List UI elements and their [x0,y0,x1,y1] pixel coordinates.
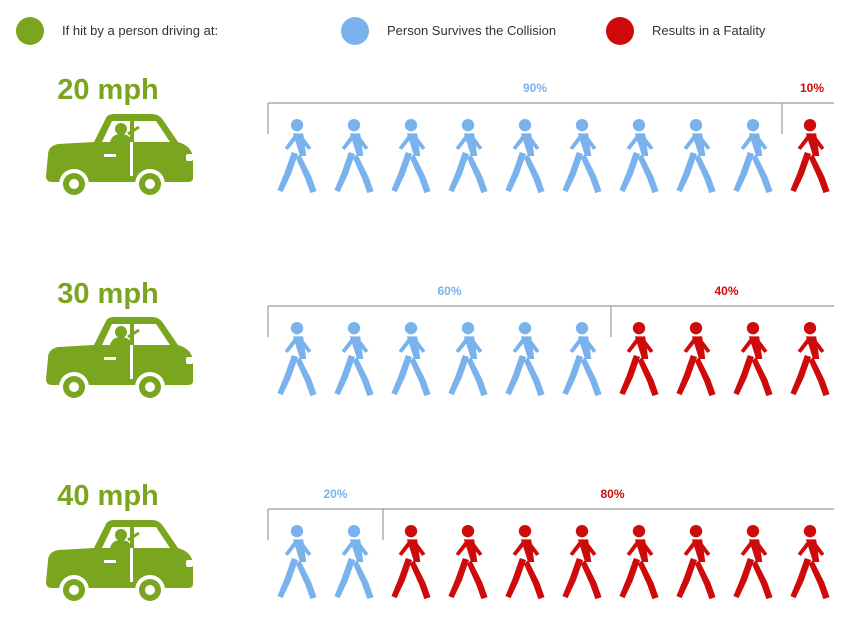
legend-label-survive: Person Survives the Collision [387,23,557,38]
survivor-person-icon [505,118,545,194]
fatal-percent-label: 40% [714,284,738,298]
fatality-person-icon [790,524,830,600]
fatality-person-icon [733,321,773,397]
fatality-person-icon [562,524,602,600]
survivor-person-icon [277,118,317,194]
fatal-percent-label: 10% [800,81,824,95]
legend-label-fatal: Results in a Fatality [652,23,766,38]
survivor-person-icon [505,321,545,397]
survivor-person-icon [334,321,374,397]
speed-row-30: 30 mph 60% 40% [0,273,853,423]
survivor-person-icon [562,118,602,194]
survivor-person-icon [334,118,374,194]
survivor-person-icon [391,321,431,397]
legend-dot-survive [341,17,369,45]
people-pictograph: 90% 10% [267,81,834,194]
survivor-person-icon [334,524,374,600]
fatality-person-icon [676,524,716,600]
survivor-person-icon [448,118,488,194]
survivor-person-icon [448,321,488,397]
survive-percent-label: 90% [523,81,547,95]
fatality-person-icon [790,118,830,194]
survivor-person-icon [277,321,317,397]
survivor-person-icon [277,524,317,600]
fatality-person-icon [505,524,545,600]
legend-dot-speed [16,17,44,45]
fatality-person-icon [448,524,488,600]
survivor-person-icon [562,321,602,397]
fatality-person-icon [676,321,716,397]
speed-label: 30 mph [57,278,159,310]
legend-dot-fatal [606,17,634,45]
speed-label: 40 mph [57,480,159,512]
fatality-person-icon [391,524,431,600]
legend-label-speed: If hit by a person driving at: [62,23,219,38]
survive-percent-label: 20% [323,487,347,501]
survivor-person-icon [676,118,716,194]
people-pictograph: 20% 80% [267,487,834,600]
survivor-person-icon [619,118,659,194]
survivor-person-icon [391,118,431,194]
fatal-percent-label: 80% [600,487,624,501]
people-pictograph: 60% 40% [267,284,834,397]
speed-label: 20 mph [57,74,159,106]
speed-row-20: 20 mph 90% 10% [0,70,853,220]
legend: If hit by a person driving at: Person Su… [0,17,853,45]
survivor-person-icon [733,118,773,194]
fatality-person-icon [733,524,773,600]
survive-percent-label: 60% [437,284,461,298]
fatality-person-icon [619,321,659,397]
speed-row-40: 40 mph 20% 80% [0,476,853,626]
fatality-person-icon [790,321,830,397]
fatality-person-icon [619,524,659,600]
